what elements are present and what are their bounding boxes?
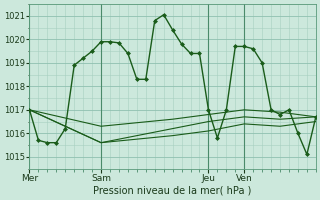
X-axis label: Pression niveau de la mer( hPa ): Pression niveau de la mer( hPa ) — [93, 186, 252, 196]
